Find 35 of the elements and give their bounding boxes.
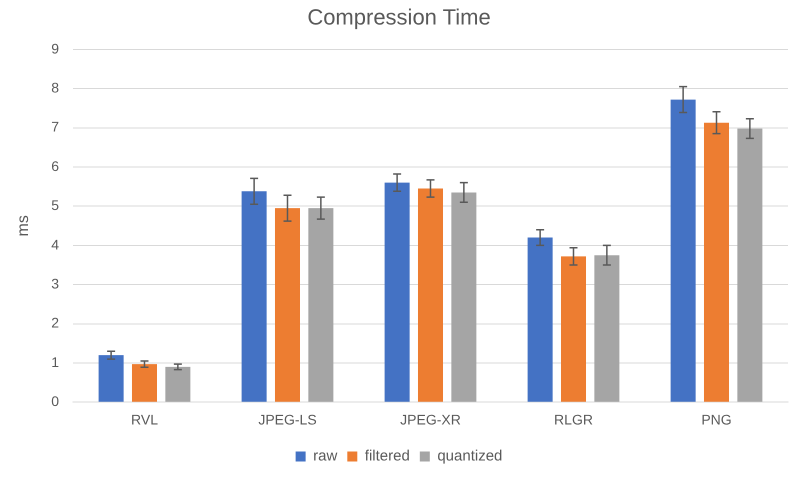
y-tick-label: 6 xyxy=(51,158,60,174)
bar xyxy=(594,255,620,402)
x-tick-label: JPEG-LS xyxy=(258,411,317,428)
bar xyxy=(132,364,157,402)
x-tick-label: RLGR xyxy=(554,411,593,428)
bar xyxy=(451,192,476,402)
chart-title: Compression Time xyxy=(307,4,491,30)
y-tick-label: 3 xyxy=(51,275,60,292)
legend-label: quantized xyxy=(437,448,502,465)
bar xyxy=(274,208,300,402)
y-tick-label: 7 xyxy=(51,118,60,135)
bar xyxy=(165,366,190,402)
x-tick-label: RVL xyxy=(130,411,158,428)
legend-label: raw xyxy=(313,448,338,465)
bar xyxy=(418,188,444,402)
bar xyxy=(670,100,696,402)
y-axis-title: ms xyxy=(15,215,32,236)
bar xyxy=(308,208,334,402)
bar xyxy=(560,256,586,402)
y-tick-label: 5 xyxy=(51,197,60,214)
bar xyxy=(384,182,410,402)
bar xyxy=(737,128,762,402)
y-tick-label: 2 xyxy=(51,314,60,331)
y-tick-label: 1 xyxy=(51,354,60,370)
bar xyxy=(704,122,730,402)
x-tick-label: PNG xyxy=(701,411,732,428)
legend-label: filtered xyxy=(364,448,410,465)
y-tick-label: 0 xyxy=(51,393,60,410)
x-tick-label: JPEG-XR xyxy=(400,411,461,428)
bar xyxy=(98,355,124,402)
y-tick-label: 9 xyxy=(51,40,60,56)
y-tick-label: 8 xyxy=(51,79,60,96)
y-tick-label: 4 xyxy=(51,236,60,252)
bar xyxy=(528,238,553,402)
bar xyxy=(242,191,267,402)
